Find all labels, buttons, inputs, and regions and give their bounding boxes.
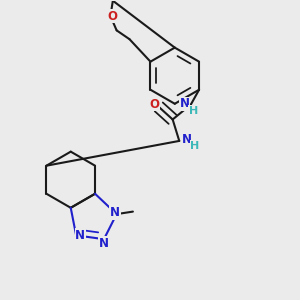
Text: N: N	[99, 237, 109, 250]
Text: N: N	[182, 133, 191, 146]
Text: O: O	[150, 98, 160, 111]
Text: O: O	[107, 10, 117, 22]
Text: H: H	[189, 106, 198, 116]
Text: N: N	[110, 206, 120, 219]
Text: N: N	[75, 229, 85, 242]
Text: N: N	[180, 97, 190, 110]
Text: H: H	[190, 141, 200, 151]
